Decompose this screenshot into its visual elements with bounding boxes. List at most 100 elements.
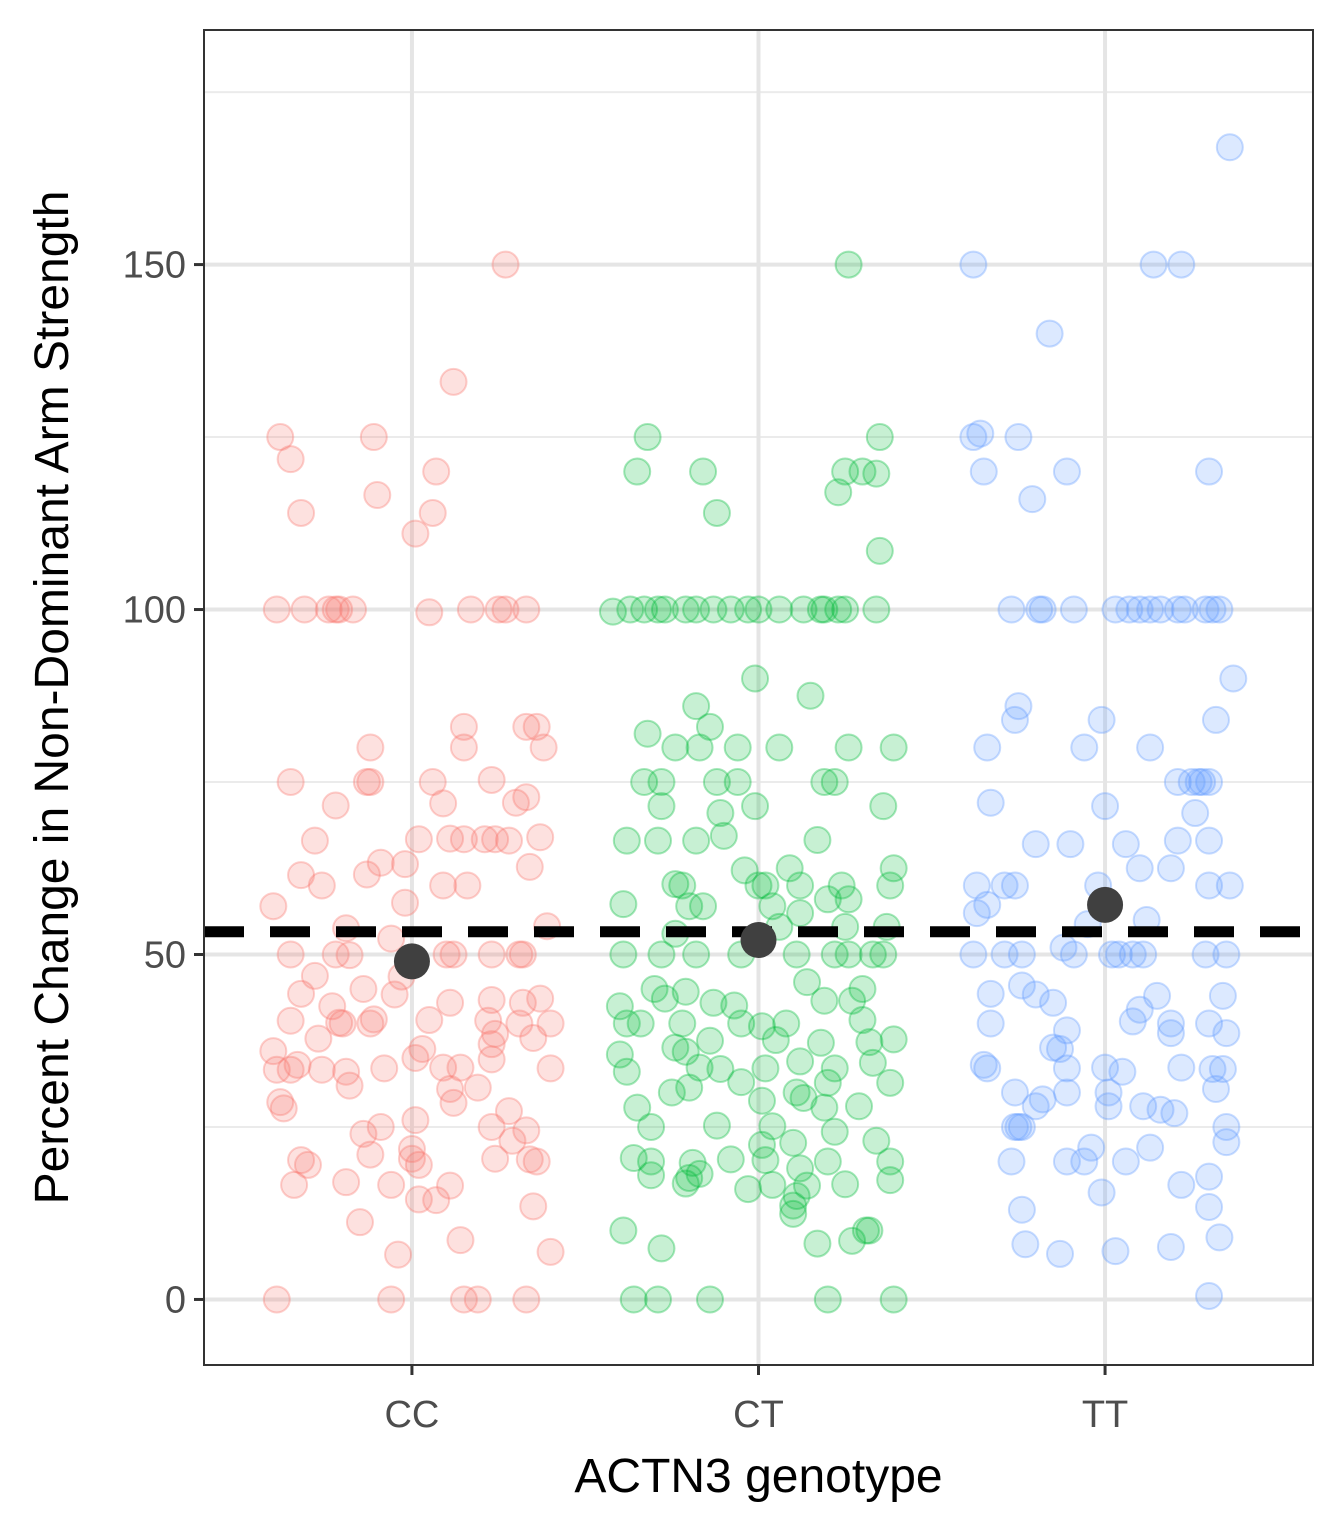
data-point-cc	[526, 823, 555, 852]
data-point-cc	[290, 595, 319, 624]
data-point-cc	[359, 423, 388, 452]
data-point-tt	[1007, 971, 1036, 1000]
data-point-tt	[1191, 595, 1220, 624]
data-point-tt	[1167, 1053, 1196, 1082]
data-point-cc	[335, 1071, 364, 1100]
data-point-tt	[1052, 1147, 1081, 1176]
data-point-tt	[1201, 1075, 1230, 1104]
data-point-cc	[477, 986, 506, 1015]
data-point-ct	[689, 457, 718, 486]
data-point-ct	[671, 977, 700, 1006]
data-point-ct	[647, 768, 676, 797]
data-point-cc	[307, 871, 336, 900]
data-point-tt	[1000, 1112, 1029, 1141]
data-point-ct	[765, 595, 794, 624]
data-point-ct	[671, 595, 700, 624]
data-point-cc	[276, 1055, 305, 1084]
data-point-cc	[352, 860, 381, 889]
data-point-ct	[637, 1112, 666, 1141]
data-point-ct	[782, 1078, 811, 1107]
data-point-ct	[685, 1159, 714, 1188]
data-point-ct	[876, 1147, 905, 1176]
data-point-cc	[432, 940, 461, 969]
data-point-cc	[359, 1005, 388, 1034]
data-point-cc	[422, 1186, 451, 1215]
data-point-cc	[307, 1055, 336, 1084]
data-point-cc	[349, 1119, 378, 1148]
data-point-ct	[730, 856, 759, 885]
data-point-tt	[1021, 980, 1050, 1009]
data-point-tt	[1188, 768, 1217, 797]
data-point-cc	[429, 1053, 458, 1082]
y-tick-label: 150	[123, 245, 186, 287]
data-point-tt	[1195, 826, 1224, 855]
data-point-cc	[391, 850, 420, 879]
data-point-tt	[1021, 1092, 1050, 1121]
data-point-ct	[765, 733, 794, 762]
data-point-tt	[990, 940, 1019, 969]
data-point-tt	[1094, 1092, 1123, 1121]
data-point-tt	[1170, 595, 1199, 624]
data-point-tt	[1125, 595, 1154, 624]
data-point-tt	[969, 457, 998, 486]
data-point-cc	[397, 1135, 426, 1164]
data-point-cc	[280, 1170, 309, 1199]
data-point-ct	[869, 792, 898, 821]
data-point-cc	[321, 791, 350, 820]
data-point-ct	[820, 1117, 849, 1146]
data-point-cc	[505, 940, 534, 969]
data-point-ct	[661, 733, 690, 762]
data-point-ct	[612, 826, 641, 855]
data-point-ct	[695, 712, 724, 741]
data-point-ct	[609, 1216, 638, 1245]
data-point-tt	[1219, 664, 1248, 693]
data-point-tt	[1007, 940, 1036, 969]
data-point-cc	[494, 826, 523, 855]
data-point-ct	[758, 1170, 787, 1199]
data-point-ct	[675, 1073, 704, 1102]
data-point-tt	[1087, 1178, 1116, 1207]
data-point-cc	[505, 1009, 534, 1038]
data-point-tt	[1028, 595, 1057, 624]
data-point-cc	[304, 1024, 333, 1053]
data-point-ct	[879, 733, 908, 762]
data-point-cc	[287, 1146, 316, 1175]
data-point-ct	[751, 1054, 780, 1083]
data-point-cc	[453, 871, 482, 900]
data-point-ct	[827, 871, 856, 900]
data-point-tt	[1035, 319, 1064, 348]
data-point-ct	[671, 1169, 700, 1198]
data-point-tt	[959, 250, 988, 279]
data-point-tt	[1101, 595, 1130, 624]
data-point-tt	[1091, 1053, 1120, 1082]
data-point-cc	[512, 783, 541, 812]
data-point-tt	[1004, 1112, 1033, 1141]
data-point-ct	[689, 892, 718, 921]
data-point-tt	[1212, 1112, 1241, 1141]
data-point-ct	[643, 1285, 672, 1314]
data-point-tt	[1212, 940, 1241, 969]
data-point-ct	[741, 792, 770, 821]
data-point-cc	[404, 1185, 433, 1214]
data-point-ct	[643, 826, 672, 855]
data-point-tt	[1004, 423, 1033, 452]
data-point-cc	[477, 1045, 506, 1074]
data-point-ct	[834, 940, 863, 969]
data-point-tt	[1146, 1095, 1175, 1124]
data-point-cc	[377, 1285, 406, 1314]
data-point-ct	[647, 940, 676, 969]
data-point-cc	[397, 1144, 426, 1173]
data-point-tt	[1156, 1009, 1185, 1038]
data-point-ct	[838, 1226, 867, 1255]
data-point-tt	[1077, 1133, 1106, 1162]
data-point-ct	[758, 892, 787, 921]
data-point-ct	[810, 768, 839, 797]
data-point-cc	[429, 871, 458, 900]
data-point-cc	[418, 498, 447, 527]
data-point-tt	[1125, 854, 1154, 883]
data-point-cc	[536, 1237, 565, 1266]
data-point-ct	[862, 595, 891, 624]
data-point-cc	[449, 733, 478, 762]
data-point-ct	[716, 595, 745, 624]
data-point-ct	[723, 768, 752, 797]
